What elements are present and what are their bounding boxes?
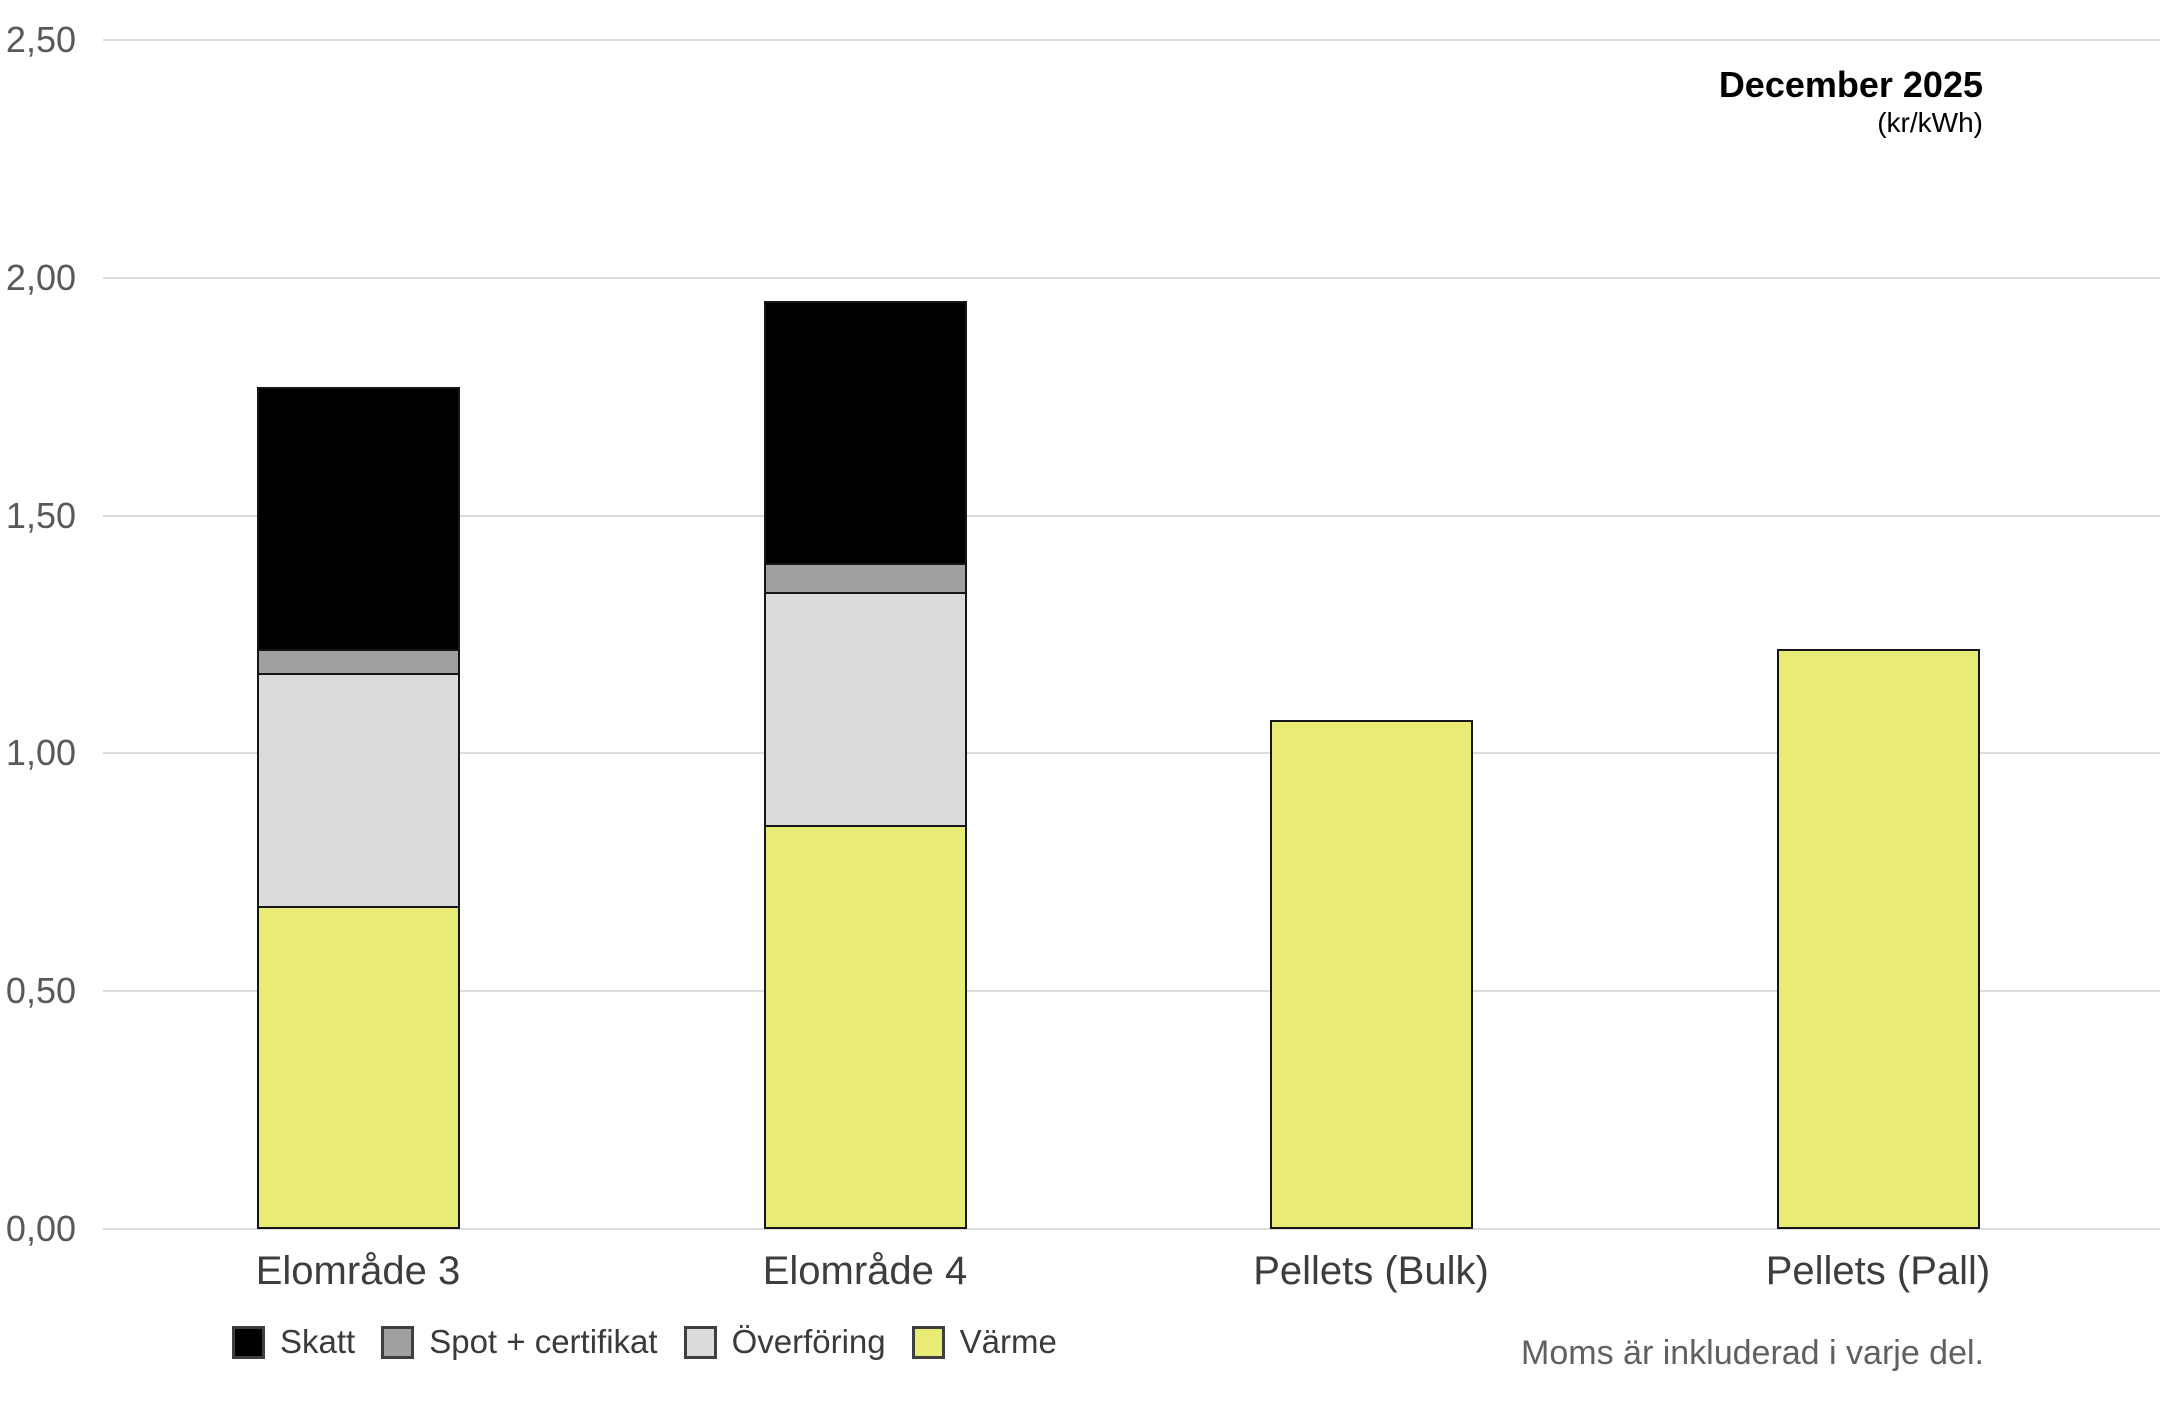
- legend-item-Värme: Värme: [911, 1323, 1057, 1361]
- x-axis-label-Pellets (Bulk): Pellets (Bulk): [1253, 1249, 1489, 1293]
- gridline-0,50: [103, 990, 2160, 992]
- gridline-1,50: [103, 515, 2160, 517]
- vat-note: Moms är inkluderad i varje del.: [1521, 1334, 1984, 1372]
- bar-segment-Elområde 4-Värme: [764, 825, 967, 1229]
- gridline-2,00: [103, 277, 2160, 279]
- gridline-2,50: [103, 39, 2160, 41]
- y-tick-label: 2,00: [5, 257, 76, 298]
- bar-segment-Elområde 4-Spot + certifikat: [764, 563, 967, 594]
- bar-segment-Elområde 3-Överföring: [257, 673, 460, 908]
- legend: Skatt Spot + certifikat Överföring Värme: [232, 1322, 1057, 1362]
- chart-title: December 2025 (kr/kWh): [1719, 64, 1983, 140]
- legend-label: Skatt: [280, 1323, 356, 1360]
- x-axis-label-Elområde 3: Elområde 3: [255, 1249, 461, 1293]
- legend-label: Överföring: [731, 1323, 886, 1360]
- bar-segment-Elområde 4-Överföring: [764, 592, 967, 827]
- gridline-0,00: [103, 1228, 2160, 1230]
- bar-segment-Elområde 3-Skatt: [257, 387, 460, 651]
- bar-segment-Elområde 3-Spot + certifikat: [257, 649, 460, 675]
- y-tick-label: 2,50: [5, 19, 76, 60]
- legend-swatch-icon: [381, 1325, 415, 1359]
- y-tick-label: 0,00: [5, 1208, 76, 1249]
- bar-segment-Elområde 4-Skatt: [764, 301, 967, 565]
- y-tick-label: 0,50: [5, 970, 76, 1011]
- bar-segment-Pellets (Bulk)-Värme: [1270, 720, 1473, 1229]
- legend-item-Överföring: Överföring: [683, 1323, 886, 1361]
- x-axis-label-Elområde 4: Elområde 4: [762, 1249, 968, 1293]
- chart-title-unit: (kr/kWh): [1877, 107, 1983, 138]
- x-axis-label-Pellets (Pall): Pellets (Pall): [1765, 1249, 1991, 1293]
- legend-label: Spot + certifikat: [429, 1323, 658, 1360]
- bar-segment-Pellets (Pall)-Värme: [1777, 649, 1980, 1229]
- chart-title-month: December 2025: [1718, 64, 1983, 105]
- y-tick-label: 1,50: [5, 495, 76, 536]
- y-tick-label: 1,00: [5, 732, 76, 773]
- gridline-1,00: [103, 752, 2160, 754]
- legend-item-Spot + certifikat: Spot + certifikat: [381, 1323, 658, 1361]
- bar-segment-Elområde 3-Värme: [257, 906, 460, 1229]
- legend-swatch-icon: [911, 1325, 945, 1359]
- legend-item-Skatt: Skatt: [232, 1323, 355, 1361]
- legend-label: Värme: [959, 1323, 1057, 1360]
- legend-swatch-icon: [683, 1325, 717, 1359]
- legend-swatch-icon: [232, 1325, 265, 1359]
